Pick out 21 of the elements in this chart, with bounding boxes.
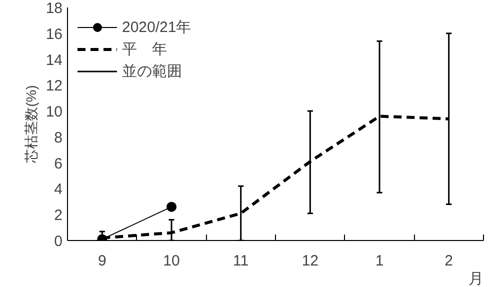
y-tick-label: 18 xyxy=(46,0,63,17)
legend-label: 平 年 xyxy=(122,40,167,58)
y-axis-title: 芯枯茎数(%) xyxy=(22,85,39,164)
x-tick-label: 10 xyxy=(163,252,180,270)
x-tick-label: 12 xyxy=(302,252,319,270)
y-tick-label: 0 xyxy=(54,233,62,250)
x-tick-label: 9 xyxy=(98,252,106,270)
y-tick-label: 16 xyxy=(46,26,63,43)
y-tick-label: 12 xyxy=(46,78,63,95)
y-tick-label: 10 xyxy=(46,104,63,121)
y-tick-label: 8 xyxy=(54,129,62,146)
x-tick-label: 2 xyxy=(444,252,454,270)
x-tick-label: 11 xyxy=(233,252,249,270)
y-tick-label: 6 xyxy=(54,155,62,172)
y-tick-label: 4 xyxy=(54,181,62,198)
y-tick-label: 2 xyxy=(54,207,62,224)
x-tick-label: 1 xyxy=(375,252,384,270)
y-tick-label: 14 xyxy=(46,52,63,69)
x-axis-title: 月 xyxy=(468,270,484,287)
legend-label: 並の範囲 xyxy=(122,62,182,80)
legend-label: 2020/21年 xyxy=(122,18,192,36)
